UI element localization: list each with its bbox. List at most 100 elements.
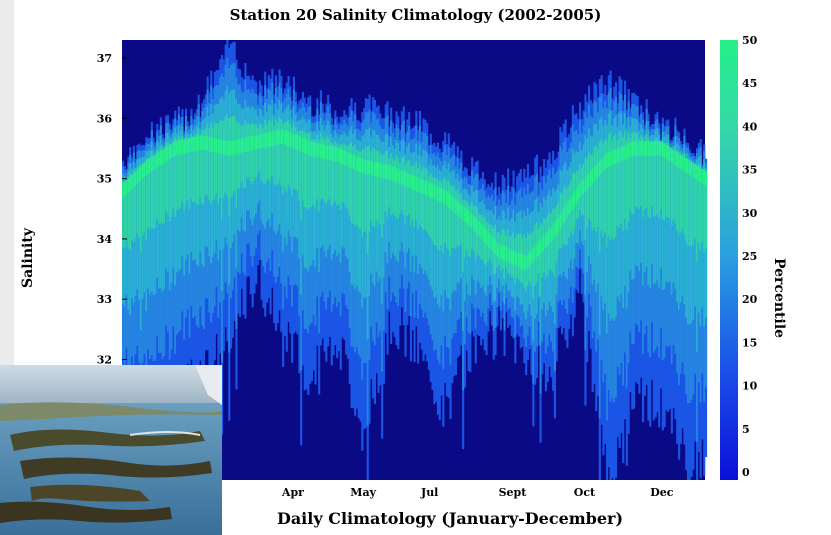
percentile-band-slice [426, 181, 429, 196]
percentile-band-slice [381, 154, 384, 238]
percentile-band-slice [634, 132, 637, 207]
percentile-band-slice [609, 132, 612, 240]
percentile-band-slice [593, 146, 596, 227]
percentile-band-slice [442, 188, 445, 204]
percentile-band-slice [602, 157, 605, 172]
colorbar-tick-label: 5 [742, 423, 750, 436]
percentile-band-slice [534, 245, 537, 261]
percentile-band-slice [165, 142, 168, 212]
percentile-band-slice [451, 185, 454, 249]
percentile-band-slice [343, 143, 346, 204]
percentile-band-slice [235, 139, 238, 155]
percentile-band-slice [411, 175, 414, 190]
percentile-band-slice [607, 134, 610, 237]
percentile-band-slice [346, 152, 349, 167]
percentile-band-slice [260, 124, 263, 181]
percentile-band-slice [687, 159, 690, 246]
percentile-band-slice [312, 139, 315, 205]
percentile-band-slice [696, 165, 699, 263]
percentile-band-slice [525, 255, 528, 271]
percentile-band-slice [480, 223, 483, 239]
percentile-band-slice [298, 130, 301, 202]
percentile-band-slice [143, 162, 146, 232]
percentile-band-slice [363, 149, 366, 233]
percentile-band-slice [136, 167, 139, 234]
percentile-band-slice [150, 156, 153, 172]
percentile-band-slice [287, 120, 290, 185]
percentile-band-slice [438, 180, 441, 251]
percentile-band-slice [267, 132, 270, 147]
percentile-band-slice [355, 150, 358, 225]
percentile-band-slice [552, 208, 555, 273]
percentile-band-slice [282, 129, 285, 144]
colorbar-tick-label: 35 [742, 164, 757, 177]
percentile-band-slice [643, 141, 646, 211]
percentile-band-slice [206, 136, 209, 151]
percentile-band-slice [212, 127, 215, 201]
percentile-band-slice [132, 170, 135, 242]
percentile-band-slice [289, 123, 292, 189]
percentile-band-slice [647, 138, 650, 217]
percentile-band-slice [300, 137, 303, 152]
percentile-band-slice [370, 151, 373, 221]
percentile-band-slice [454, 191, 457, 249]
percentile-band-slice [465, 208, 468, 224]
percentile-band-slice [544, 233, 547, 249]
percentile-band-slice [528, 251, 531, 267]
percentile-band-slice [431, 183, 434, 199]
percentile-band-slice [319, 132, 322, 200]
percentile-band-slice [210, 137, 213, 152]
percentile-band-slice [307, 140, 310, 155]
percentile-band-slice [372, 147, 375, 226]
percentile-band-slice [237, 139, 240, 154]
percentile-band-slice [337, 145, 340, 205]
percentile-band-slice [195, 133, 198, 205]
percentile-band-slice [323, 139, 326, 202]
percentile-band-slice [312, 142, 315, 157]
percentile-band-slice [255, 135, 258, 150]
percentile-band-slice [658, 141, 661, 156]
percentile-band-slice [278, 130, 281, 145]
percentile-band-slice [429, 173, 432, 239]
percentile-band-slice [221, 139, 224, 155]
percentile-band-slice [163, 150, 166, 223]
percentile-band-slice [379, 163, 382, 178]
x-tick-label: Jul [420, 486, 438, 499]
percentile-band-slice [273, 131, 276, 146]
percentile-band-slice [618, 147, 621, 163]
percentile-band-slice [316, 142, 319, 158]
percentile-band-slice [485, 222, 488, 267]
percentile-band-slice [303, 131, 306, 208]
percentile-band-slice [269, 132, 272, 147]
percentile-band-slice [390, 153, 393, 216]
percentile-band-slice [264, 119, 267, 185]
percentile-band-slice [204, 136, 207, 151]
percentile-band-slice [301, 129, 304, 201]
percentile-band-slice [377, 162, 380, 178]
percentile-band-slice [170, 143, 173, 159]
percentile-band-slice [255, 124, 258, 178]
percentile-band-slice [172, 140, 175, 209]
percentile-band-slice [217, 138, 220, 154]
percentile-band-slice [251, 122, 254, 185]
percentile-band-slice [149, 157, 152, 230]
percentile-band-slice [372, 161, 375, 176]
percentile-band-slice [679, 154, 682, 169]
percentile-band-slice [481, 225, 484, 241]
percentile-band-slice [449, 194, 452, 209]
percentile-band-slice [154, 156, 157, 229]
percentile-band-slice [156, 149, 159, 220]
percentile-band-slice [226, 140, 229, 156]
percentile-band-slice [417, 168, 420, 230]
percentile-band-slice [458, 202, 461, 217]
percentile-band-slice [616, 148, 619, 163]
percentile-band-slice [375, 150, 378, 221]
percentile-band-slice [199, 135, 202, 198]
percentile-band-slice [140, 165, 143, 252]
percentile-band-slice [503, 246, 506, 261]
percentile-band-slice [678, 152, 681, 236]
y-tick-label: 35 [97, 173, 112, 186]
percentile-band-slice [206, 123, 209, 196]
percentile-band-slice [645, 133, 648, 208]
